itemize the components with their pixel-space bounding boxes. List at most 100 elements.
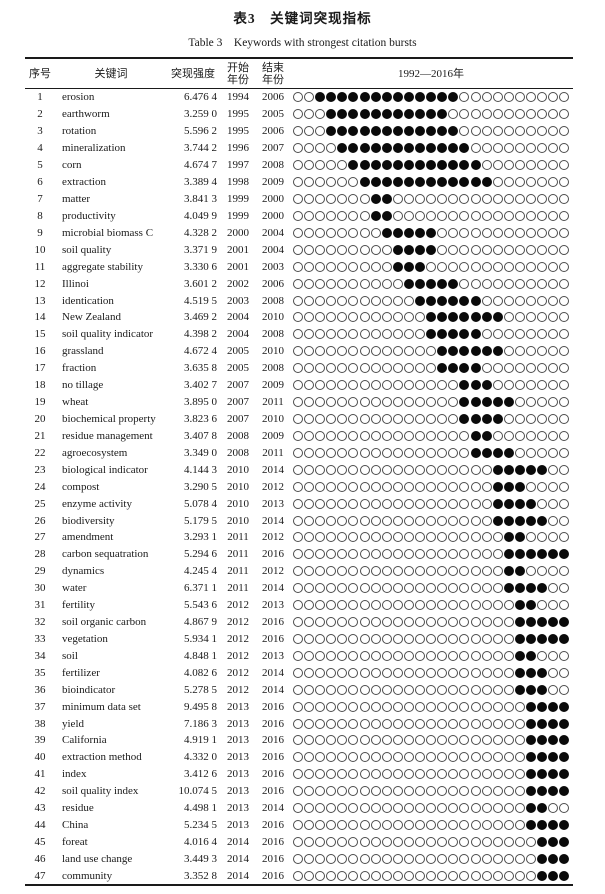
burst-year-dot-empty bbox=[315, 498, 326, 509]
burst-year-dot-empty bbox=[537, 650, 548, 661]
row-keyword: Illinoi bbox=[62, 277, 89, 290]
burst-year-dot-empty bbox=[348, 312, 359, 323]
burst-timeline bbox=[289, 752, 573, 763]
burst-year-dot-empty bbox=[315, 786, 326, 797]
burst-year-dot-empty bbox=[503, 177, 514, 188]
burst-year-dot-empty bbox=[370, 413, 381, 424]
burst-year-dot-empty bbox=[559, 498, 570, 509]
burst-year-dot-empty bbox=[337, 464, 348, 475]
row-keyword: biodiversity bbox=[62, 514, 115, 527]
row-strength: 4.672 4 bbox=[184, 345, 217, 358]
burst-year-dot-empty bbox=[525, 447, 536, 458]
burst-year-dot-empty bbox=[426, 498, 437, 509]
burst-year-dot-empty bbox=[492, 650, 503, 661]
burst-year-dot-empty bbox=[426, 346, 437, 357]
burst-year-dot-empty bbox=[548, 600, 559, 611]
burst-year-dot-empty bbox=[492, 143, 503, 154]
burst-year-dot-empty bbox=[492, 600, 503, 611]
burst-year-dot-empty bbox=[293, 430, 303, 441]
row-keyword: amendment bbox=[62, 531, 114, 544]
row-index: 10 bbox=[34, 243, 46, 256]
row-index: 26 bbox=[34, 514, 46, 527]
row-index: 36 bbox=[34, 683, 46, 696]
col-header-timeline: 1992—2016年 bbox=[398, 67, 464, 80]
row-keyword: soil quality index bbox=[62, 785, 139, 798]
burst-year-dot-empty bbox=[304, 803, 315, 814]
burst-year-dot-filled bbox=[437, 92, 448, 103]
row-end-year: 2014 bbox=[262, 666, 284, 679]
burst-year-dot-empty bbox=[459, 126, 470, 137]
burst-year-dot-empty bbox=[359, 718, 370, 729]
burst-year-dot-empty bbox=[304, 718, 315, 729]
burst-year-dot-filled bbox=[525, 633, 536, 644]
row-keyword: fertilizer bbox=[62, 666, 100, 679]
burst-year-dot-empty bbox=[348, 870, 359, 881]
burst-year-dot-empty bbox=[392, 329, 403, 340]
burst-year-dot-empty bbox=[304, 380, 315, 391]
burst-year-dot-empty bbox=[559, 329, 570, 340]
table-row: 28 carbon sequatration 5.294 6 2011 2016 bbox=[25, 546, 573, 563]
burst-year-dot-empty bbox=[514, 752, 525, 763]
burst-year-dot-empty bbox=[370, 803, 381, 814]
burst-year-dot-empty bbox=[359, 244, 370, 255]
burst-timeline bbox=[289, 650, 573, 661]
burst-year-dot-filled bbox=[381, 143, 392, 154]
burst-year-dot-empty bbox=[304, 566, 315, 577]
burst-year-dot-empty bbox=[326, 295, 337, 306]
row-keyword: foreat bbox=[62, 836, 88, 849]
burst-year-dot-empty bbox=[492, 532, 503, 543]
table-row: 23 biological indicator 4.144 3 2010 2014 bbox=[25, 461, 573, 478]
burst-year-dot-empty bbox=[348, 600, 359, 611]
burst-year-dot-empty bbox=[326, 566, 337, 577]
burst-year-dot-empty bbox=[348, 549, 359, 560]
burst-year-dot-empty bbox=[548, 143, 559, 154]
burst-year-dot-empty bbox=[459, 617, 470, 628]
burst-year-dot-empty bbox=[315, 295, 326, 306]
burst-year-dot-empty bbox=[470, 143, 481, 154]
burst-year-dot-empty bbox=[503, 853, 514, 864]
burst-year-dot-empty bbox=[559, 312, 570, 323]
burst-year-dot-empty bbox=[459, 853, 470, 864]
burst-year-dot-filled bbox=[470, 312, 481, 323]
burst-year-dot-empty bbox=[437, 244, 448, 255]
burst-year-dot-empty bbox=[370, 498, 381, 509]
burst-year-dot-empty bbox=[426, 549, 437, 560]
burst-year-dot-filled bbox=[437, 312, 448, 323]
burst-year-dot-empty bbox=[415, 803, 426, 814]
burst-year-dot-filled bbox=[514, 566, 525, 577]
row-start-year: 1997 bbox=[227, 159, 249, 172]
burst-year-dot-empty bbox=[392, 380, 403, 391]
burst-year-dot-empty bbox=[381, 244, 392, 255]
burst-year-dot-empty bbox=[381, 566, 392, 577]
burst-timeline bbox=[289, 515, 573, 526]
burst-year-dot-empty bbox=[437, 650, 448, 661]
row-keyword: soil quality bbox=[62, 243, 112, 256]
burst-year-dot-empty bbox=[514, 177, 525, 188]
burst-year-dot-empty bbox=[348, 650, 359, 661]
burst-year-dot-empty bbox=[559, 261, 570, 272]
burst-year-dot-empty bbox=[370, 752, 381, 763]
row-keyword: vegetation bbox=[62, 632, 108, 645]
burst-year-dot-empty bbox=[448, 803, 459, 814]
burst-year-dot-empty bbox=[403, 295, 414, 306]
burst-year-dot-empty bbox=[403, 566, 414, 577]
burst-year-dot-empty bbox=[470, 549, 481, 560]
col-header-start-year-line1: 开始 bbox=[227, 61, 249, 74]
burst-year-dot-empty bbox=[381, 397, 392, 408]
burst-year-dot-empty bbox=[337, 295, 348, 306]
burst-year-dot-empty bbox=[459, 600, 470, 611]
burst-year-dot-empty bbox=[548, 684, 559, 695]
burst-year-dot-filled bbox=[381, 92, 392, 103]
burst-year-dot-empty bbox=[315, 363, 326, 374]
burst-year-dot-empty bbox=[503, 701, 514, 712]
burst-year-dot-empty bbox=[359, 583, 370, 594]
burst-year-dot-filled bbox=[559, 701, 570, 712]
burst-year-dot-empty bbox=[315, 312, 326, 323]
burst-year-dot-empty bbox=[525, 397, 536, 408]
burst-year-dot-empty bbox=[514, 430, 525, 441]
burst-year-dot-empty bbox=[403, 786, 414, 797]
row-start-year: 1998 bbox=[227, 176, 249, 189]
burst-year-dot-empty bbox=[293, 650, 303, 661]
burst-timeline bbox=[289, 870, 573, 881]
